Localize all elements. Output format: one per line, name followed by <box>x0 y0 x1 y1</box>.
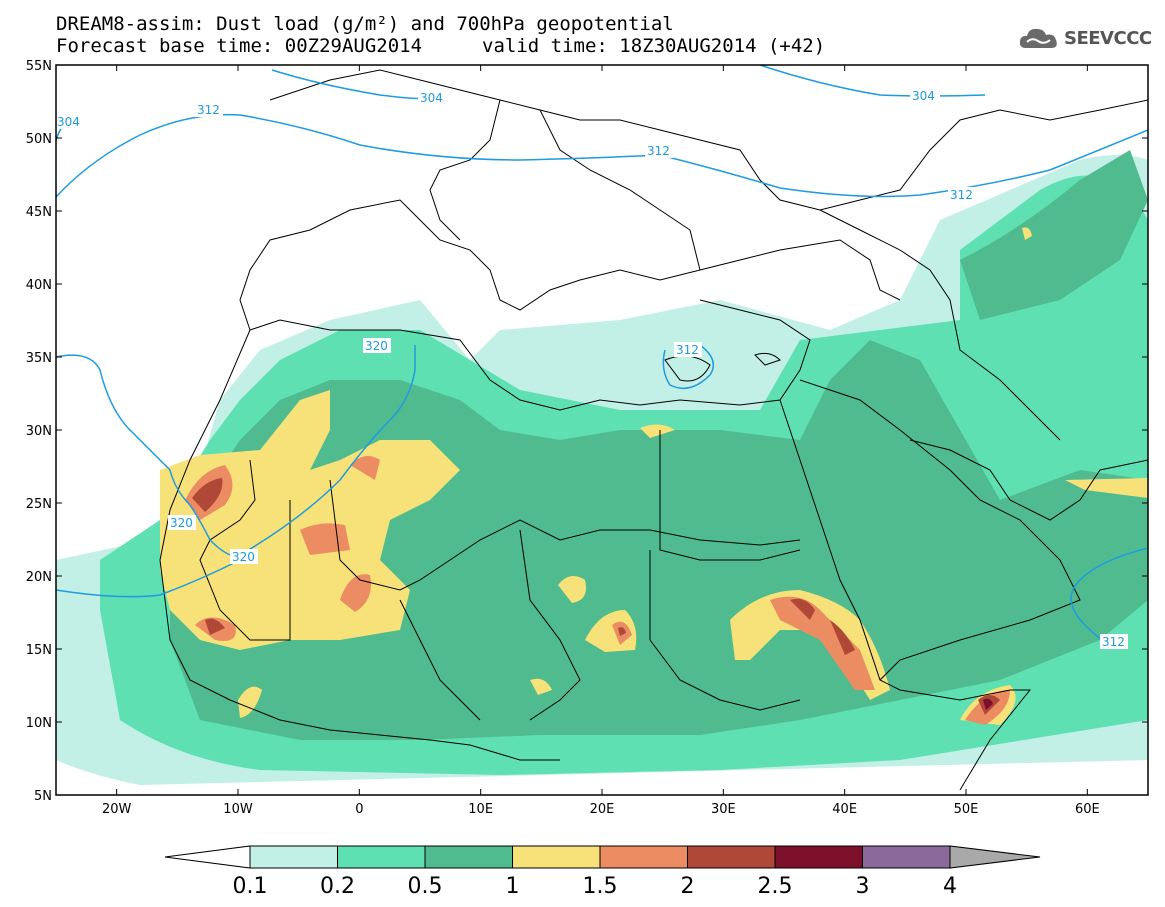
cloud-logo-icon <box>1019 28 1057 48</box>
colorbar-label: 1 <box>506 874 520 899</box>
svg-text:304: 304 <box>420 91 443 105</box>
lat-tick-label: 10N <box>26 716 52 731</box>
contour-label-312-c: 312 <box>948 187 976 202</box>
contour-label-320-a: 320 <box>363 338 391 353</box>
lon-tick-label: 20E <box>590 802 615 817</box>
lon-tick-label: 60E <box>1075 802 1100 817</box>
lat-tick-label: 35N <box>26 351 52 366</box>
lat-tick-label: 40N <box>26 278 52 293</box>
axis-ticks: 55N 50N 45N 40N 35N 30N 25N 20N 15N 10N 5N 20W 10W 0 1… <box>26 59 1148 817</box>
contour-label-304-west: 304 <box>56 114 80 129</box>
colorbar-swatch <box>424 845 513 869</box>
colorbar-swatch <box>599 845 688 869</box>
colorbar: 0.1 0.2 0.5 1 1.5 2 2.5 3 4 <box>164 845 1041 899</box>
lon-tick-label: 40E <box>832 802 857 817</box>
dust-shading <box>56 65 1148 795</box>
svg-text:320: 320 <box>170 516 193 530</box>
svg-text:312: 312 <box>1102 635 1125 649</box>
colorbar-swatch <box>249 845 338 869</box>
colorbar-label: 2 <box>681 874 695 899</box>
lon-tick-label: 0 <box>355 802 363 817</box>
contour-label-312-b: 312 <box>645 143 673 158</box>
colorbar-label: 3 <box>856 874 870 899</box>
colorbar-label: 0.1 <box>233 874 268 899</box>
contour-label-312-e: 312 <box>1100 634 1128 649</box>
coastlines <box>159 69 1148 791</box>
lat-tick-label: 25N <box>26 497 52 512</box>
colorbar-swatch <box>774 845 863 869</box>
lat-tick-label: 20N <box>26 570 52 585</box>
svg-text:320: 320 <box>365 339 388 353</box>
lat-tick-label: 50N <box>26 132 52 147</box>
contour-label-312-a: 312 <box>195 102 223 117</box>
geopotential-contours <box>56 65 1148 646</box>
contour-label-320-b: 320 <box>168 515 196 530</box>
colorbar-under-arrow <box>164 845 251 869</box>
colorbar-swatch <box>862 845 951 869</box>
colorbar-swatch <box>337 845 426 869</box>
svg-text:312: 312 <box>950 188 973 202</box>
contour-labels: 304 304 304 312 312 312 312 312 320 320 … <box>56 88 1128 649</box>
base-time-text: Forecast base time: 00Z29AUG2014 <box>56 35 423 57</box>
lon-tick-label: 20W <box>102 802 132 817</box>
svg-text:312: 312 <box>647 144 670 158</box>
svg-text:312: 312 <box>676 343 699 357</box>
colorbar-label: 0.5 <box>408 874 443 899</box>
colorbar-label: 0.2 <box>320 874 355 899</box>
lat-tick-label: 45N <box>26 205 52 220</box>
colorbar-swatch <box>512 845 601 869</box>
lat-tick-label: 15N <box>26 643 52 658</box>
svg-text:304: 304 <box>912 89 935 103</box>
lat-tick-label: 30N <box>26 424 52 439</box>
svg-text:320: 320 <box>232 550 255 564</box>
lat-tick-label: 5N <box>34 789 52 804</box>
forecast-base-time: Forecast base time: 00Z29AUG2014 valid ti… <box>56 35 825 57</box>
lon-tick-label: 30E <box>711 802 736 817</box>
colorbar-over-arrow <box>949 845 1041 869</box>
colorbar-label: 1.5 <box>583 874 618 899</box>
contour-label-312-d: 312 <box>674 342 702 357</box>
colorbar-swatch <box>687 845 776 869</box>
colorbar-label: 2.5 <box>758 874 793 899</box>
seevccc-logo: SEEVCCC <box>1018 24 1152 52</box>
colorbar-label: 4 <box>943 874 957 899</box>
contour-label-320-c: 320 <box>230 549 258 564</box>
logo-text: SEEVCCC <box>1064 27 1152 49</box>
valid-time-text: valid time: 18Z30AUG2014 (+42) <box>482 35 826 57</box>
contour-label-304-east: 304 <box>910 88 940 103</box>
lon-tick-label: 50E <box>954 802 979 817</box>
contour-label-304-central: 304 <box>418 90 444 105</box>
lon-tick-label: 10W <box>223 802 253 817</box>
lat-tick-label: 55N <box>26 59 52 74</box>
map-title: DREAM8-assim: Dust load (g/m²) and 700hP… <box>56 13 674 35</box>
svg-text:312: 312 <box>197 103 220 117</box>
svg-text:304: 304 <box>57 115 80 129</box>
lon-tick-label: 10E <box>468 802 493 817</box>
